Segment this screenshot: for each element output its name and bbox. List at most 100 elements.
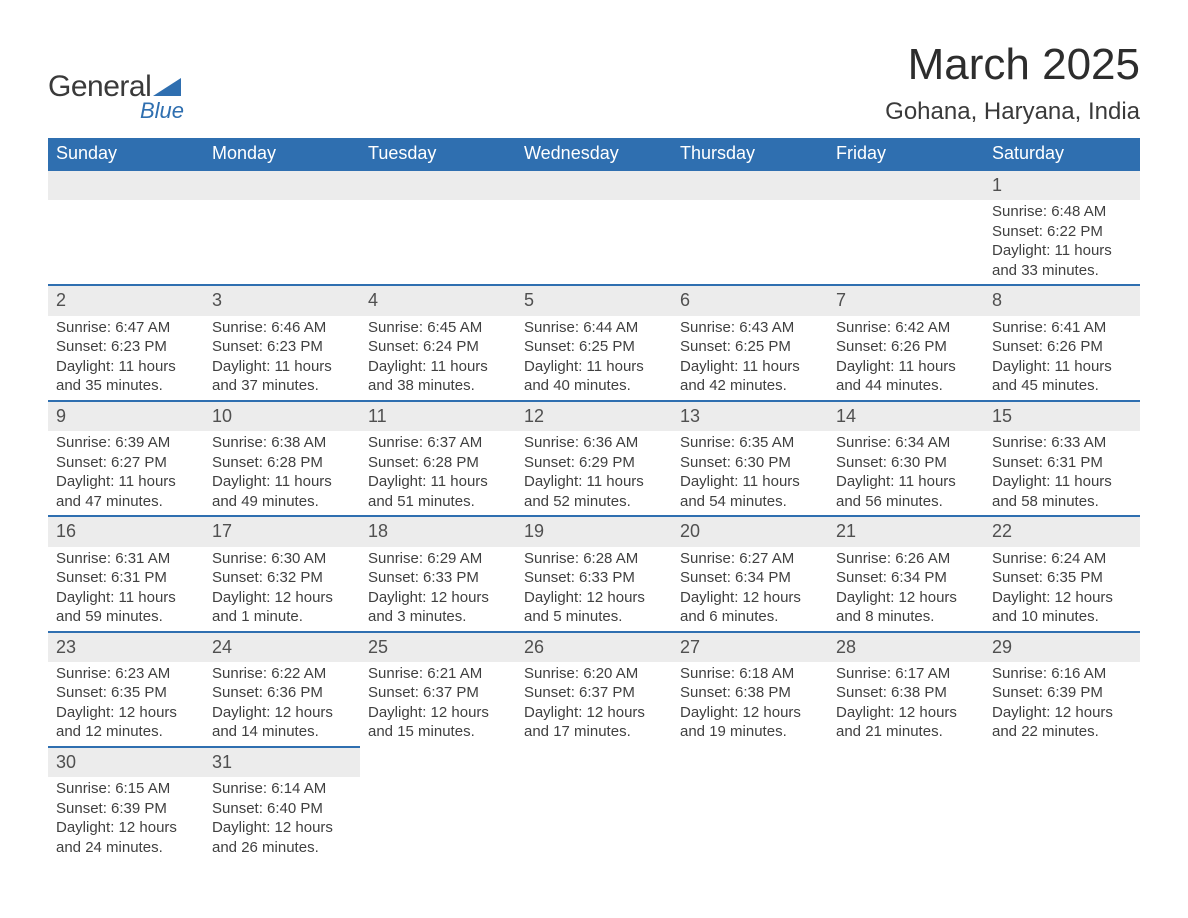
daylight-line2: and 42 minutes. (680, 376, 820, 396)
day-number: 20 (672, 517, 828, 546)
daylight-line: Daylight: 12 hours (836, 588, 976, 608)
daylight-line2: and 56 minutes. (836, 492, 976, 512)
calendar-cell: 25Sunrise: 6:21 AMSunset: 6:37 PMDayligh… (360, 632, 516, 747)
day-body: Sunrise: 6:48 AMSunset: 6:22 PMDaylight:… (984, 200, 1140, 284)
calendar-cell: 28Sunrise: 6:17 AMSunset: 6:38 PMDayligh… (828, 632, 984, 747)
day-number: 24 (204, 633, 360, 662)
dayname-wednesday: Wednesday (516, 138, 672, 170)
daylight-line: Daylight: 12 hours (524, 703, 664, 723)
empty-daynum (828, 171, 984, 200)
dayname-sunday: Sunday (48, 138, 204, 170)
sunset-line: Sunset: 6:37 PM (368, 683, 508, 703)
day-body: Sunrise: 6:46 AMSunset: 6:23 PMDaylight:… (204, 316, 360, 400)
sunset-line: Sunset: 6:23 PM (56, 337, 196, 357)
day-body: Sunrise: 6:29 AMSunset: 6:33 PMDaylight:… (360, 547, 516, 631)
sunrise-line: Sunrise: 6:15 AM (56, 779, 196, 799)
daylight-line2: and 15 minutes. (368, 722, 508, 742)
sunrise-line: Sunrise: 6:26 AM (836, 549, 976, 569)
dayname-thursday: Thursday (672, 138, 828, 170)
daylight-line: Daylight: 12 hours (368, 588, 508, 608)
day-number: 4 (360, 286, 516, 315)
header: General Blue March 2025 Gohana, Haryana,… (48, 40, 1140, 126)
daylight-line2: and 8 minutes. (836, 607, 976, 627)
sunset-line: Sunset: 6:40 PM (212, 799, 352, 819)
sunrise-line: Sunrise: 6:39 AM (56, 433, 196, 453)
day-body: Sunrise: 6:23 AMSunset: 6:35 PMDaylight:… (48, 662, 204, 746)
calendar-cell: 6Sunrise: 6:43 AMSunset: 6:25 PMDaylight… (672, 285, 828, 400)
sunset-line: Sunset: 6:39 PM (992, 683, 1132, 703)
sunrise-line: Sunrise: 6:30 AM (212, 549, 352, 569)
daylight-line: Daylight: 12 hours (680, 588, 820, 608)
calendar-cell (984, 747, 1140, 861)
day-body: Sunrise: 6:22 AMSunset: 6:36 PMDaylight:… (204, 662, 360, 746)
daylight-line: Daylight: 12 hours (524, 588, 664, 608)
calendar-cell: 8Sunrise: 6:41 AMSunset: 6:26 PMDaylight… (984, 285, 1140, 400)
calendar-cell (828, 747, 984, 861)
day-body: Sunrise: 6:24 AMSunset: 6:35 PMDaylight:… (984, 547, 1140, 631)
daylight-line: Daylight: 11 hours (836, 357, 976, 377)
calendar-cell (516, 747, 672, 861)
calendar-cell (516, 170, 672, 285)
calendar-cell: 3Sunrise: 6:46 AMSunset: 6:23 PMDaylight… (204, 285, 360, 400)
dayname-friday: Friday (828, 138, 984, 170)
daylight-line2: and 26 minutes. (212, 838, 352, 858)
daylight-line: Daylight: 11 hours (212, 472, 352, 492)
day-number: 15 (984, 402, 1140, 431)
calendar-cell: 7Sunrise: 6:42 AMSunset: 6:26 PMDaylight… (828, 285, 984, 400)
daylight-line2: and 5 minutes. (524, 607, 664, 627)
daylight-line2: and 44 minutes. (836, 376, 976, 396)
calendar-cell: 18Sunrise: 6:29 AMSunset: 6:33 PMDayligh… (360, 516, 516, 631)
day-number: 19 (516, 517, 672, 546)
daylight-line: Daylight: 12 hours (212, 588, 352, 608)
day-number: 6 (672, 286, 828, 315)
sunrise-line: Sunrise: 6:47 AM (56, 318, 196, 338)
sunrise-line: Sunrise: 6:24 AM (992, 549, 1132, 569)
calendar-cell: 21Sunrise: 6:26 AMSunset: 6:34 PMDayligh… (828, 516, 984, 631)
day-number: 21 (828, 517, 984, 546)
daylight-line: Daylight: 11 hours (836, 472, 976, 492)
daylight-line2: and 12 minutes. (56, 722, 196, 742)
daylight-line: Daylight: 11 hours (680, 357, 820, 377)
sunrise-line: Sunrise: 6:22 AM (212, 664, 352, 684)
sunset-line: Sunset: 6:39 PM (56, 799, 196, 819)
day-body: Sunrise: 6:20 AMSunset: 6:37 PMDaylight:… (516, 662, 672, 746)
daylight-line2: and 21 minutes. (836, 722, 976, 742)
calendar-cell: 31Sunrise: 6:14 AMSunset: 6:40 PMDayligh… (204, 747, 360, 861)
calendar-cell: 24Sunrise: 6:22 AMSunset: 6:36 PMDayligh… (204, 632, 360, 747)
sunset-line: Sunset: 6:31 PM (56, 568, 196, 588)
daylight-line: Daylight: 11 hours (56, 357, 196, 377)
sunrise-line: Sunrise: 6:37 AM (368, 433, 508, 453)
day-body: Sunrise: 6:42 AMSunset: 6:26 PMDaylight:… (828, 316, 984, 400)
daylight-line: Daylight: 11 hours (368, 357, 508, 377)
sunrise-line: Sunrise: 6:18 AM (680, 664, 820, 684)
calendar-cell: 14Sunrise: 6:34 AMSunset: 6:30 PMDayligh… (828, 401, 984, 516)
calendar-cell: 12Sunrise: 6:36 AMSunset: 6:29 PMDayligh… (516, 401, 672, 516)
daylight-line: Daylight: 11 hours (56, 588, 196, 608)
daylight-line: Daylight: 12 hours (992, 588, 1132, 608)
sunset-line: Sunset: 6:26 PM (992, 337, 1132, 357)
sunrise-line: Sunrise: 6:21 AM (368, 664, 508, 684)
day-body: Sunrise: 6:16 AMSunset: 6:39 PMDaylight:… (984, 662, 1140, 746)
dayname-monday: Monday (204, 138, 360, 170)
daylight-line2: and 35 minutes. (56, 376, 196, 396)
sunset-line: Sunset: 6:23 PM (212, 337, 352, 357)
daylight-line2: and 33 minutes. (992, 261, 1132, 281)
empty-daynum (672, 171, 828, 200)
calendar-cell (204, 170, 360, 285)
dayname-row: SundayMondayTuesdayWednesdayThursdayFrid… (48, 138, 1140, 170)
day-body: Sunrise: 6:37 AMSunset: 6:28 PMDaylight:… (360, 431, 516, 515)
day-body: Sunrise: 6:38 AMSunset: 6:28 PMDaylight:… (204, 431, 360, 515)
day-body: Sunrise: 6:26 AMSunset: 6:34 PMDaylight:… (828, 547, 984, 631)
sunrise-line: Sunrise: 6:36 AM (524, 433, 664, 453)
month-title: March 2025 (885, 40, 1140, 90)
day-body: Sunrise: 6:35 AMSunset: 6:30 PMDaylight:… (672, 431, 828, 515)
day-body: Sunrise: 6:28 AMSunset: 6:33 PMDaylight:… (516, 547, 672, 631)
daylight-line2: and 38 minutes. (368, 376, 508, 396)
sunrise-line: Sunrise: 6:16 AM (992, 664, 1132, 684)
day-body: Sunrise: 6:41 AMSunset: 6:26 PMDaylight:… (984, 316, 1140, 400)
daylight-line2: and 10 minutes. (992, 607, 1132, 627)
calendar-cell: 26Sunrise: 6:20 AMSunset: 6:37 PMDayligh… (516, 632, 672, 747)
day-number: 7 (828, 286, 984, 315)
sunset-line: Sunset: 6:30 PM (836, 453, 976, 473)
daylight-line: Daylight: 12 hours (836, 703, 976, 723)
